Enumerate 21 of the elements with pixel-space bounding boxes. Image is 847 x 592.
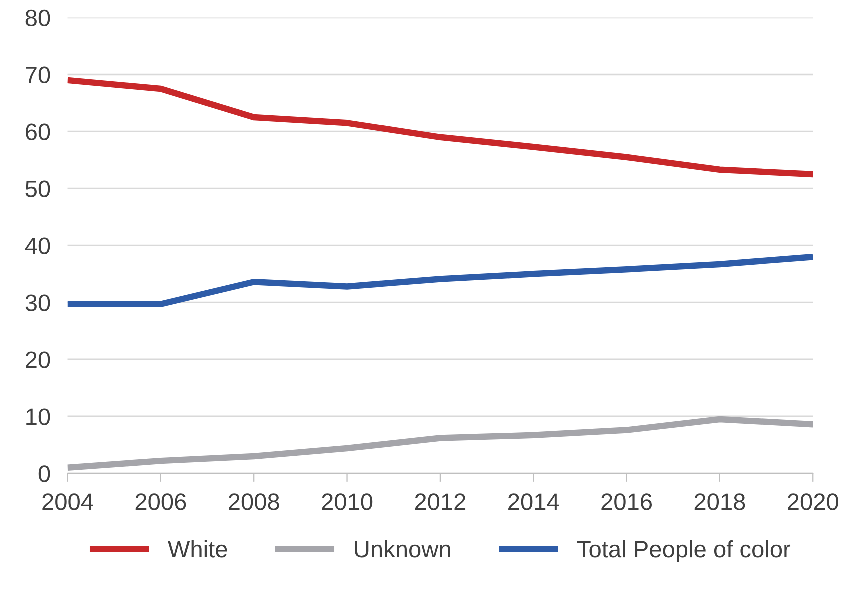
x-tick-label: 2014 bbox=[508, 494, 560, 510]
x-tick-label: 2004 bbox=[42, 494, 94, 510]
y-tick-label: 30 bbox=[26, 294, 50, 312]
y-tick-label: 10 bbox=[26, 408, 50, 426]
x-tick-label: 2008 bbox=[229, 494, 280, 510]
x-tick-label: 2012 bbox=[415, 494, 466, 510]
y-tick-label: 60 bbox=[26, 124, 50, 141]
x-tick-label: 2018 bbox=[694, 494, 746, 510]
x-tick-label: 2020 bbox=[788, 494, 838, 510]
x-tick-label: 2006 bbox=[136, 494, 186, 510]
x-tick-label: 2010 bbox=[322, 494, 373, 510]
x-tick-label: 2016 bbox=[602, 494, 652, 510]
legend-label: Total People of color bbox=[578, 540, 791, 562]
legend-label: White bbox=[168, 540, 228, 558]
y-tick-label: 20 bbox=[26, 352, 50, 368]
y-tick-label: 80 bbox=[26, 10, 50, 27]
y-tick-label: 70 bbox=[26, 66, 50, 84]
y-tick-label: 0 bbox=[38, 466, 50, 482]
legend-label: Unknown bbox=[355, 540, 450, 558]
y-tick-label: 50 bbox=[26, 180, 50, 198]
y-tick-label: 40 bbox=[25, 238, 50, 254]
